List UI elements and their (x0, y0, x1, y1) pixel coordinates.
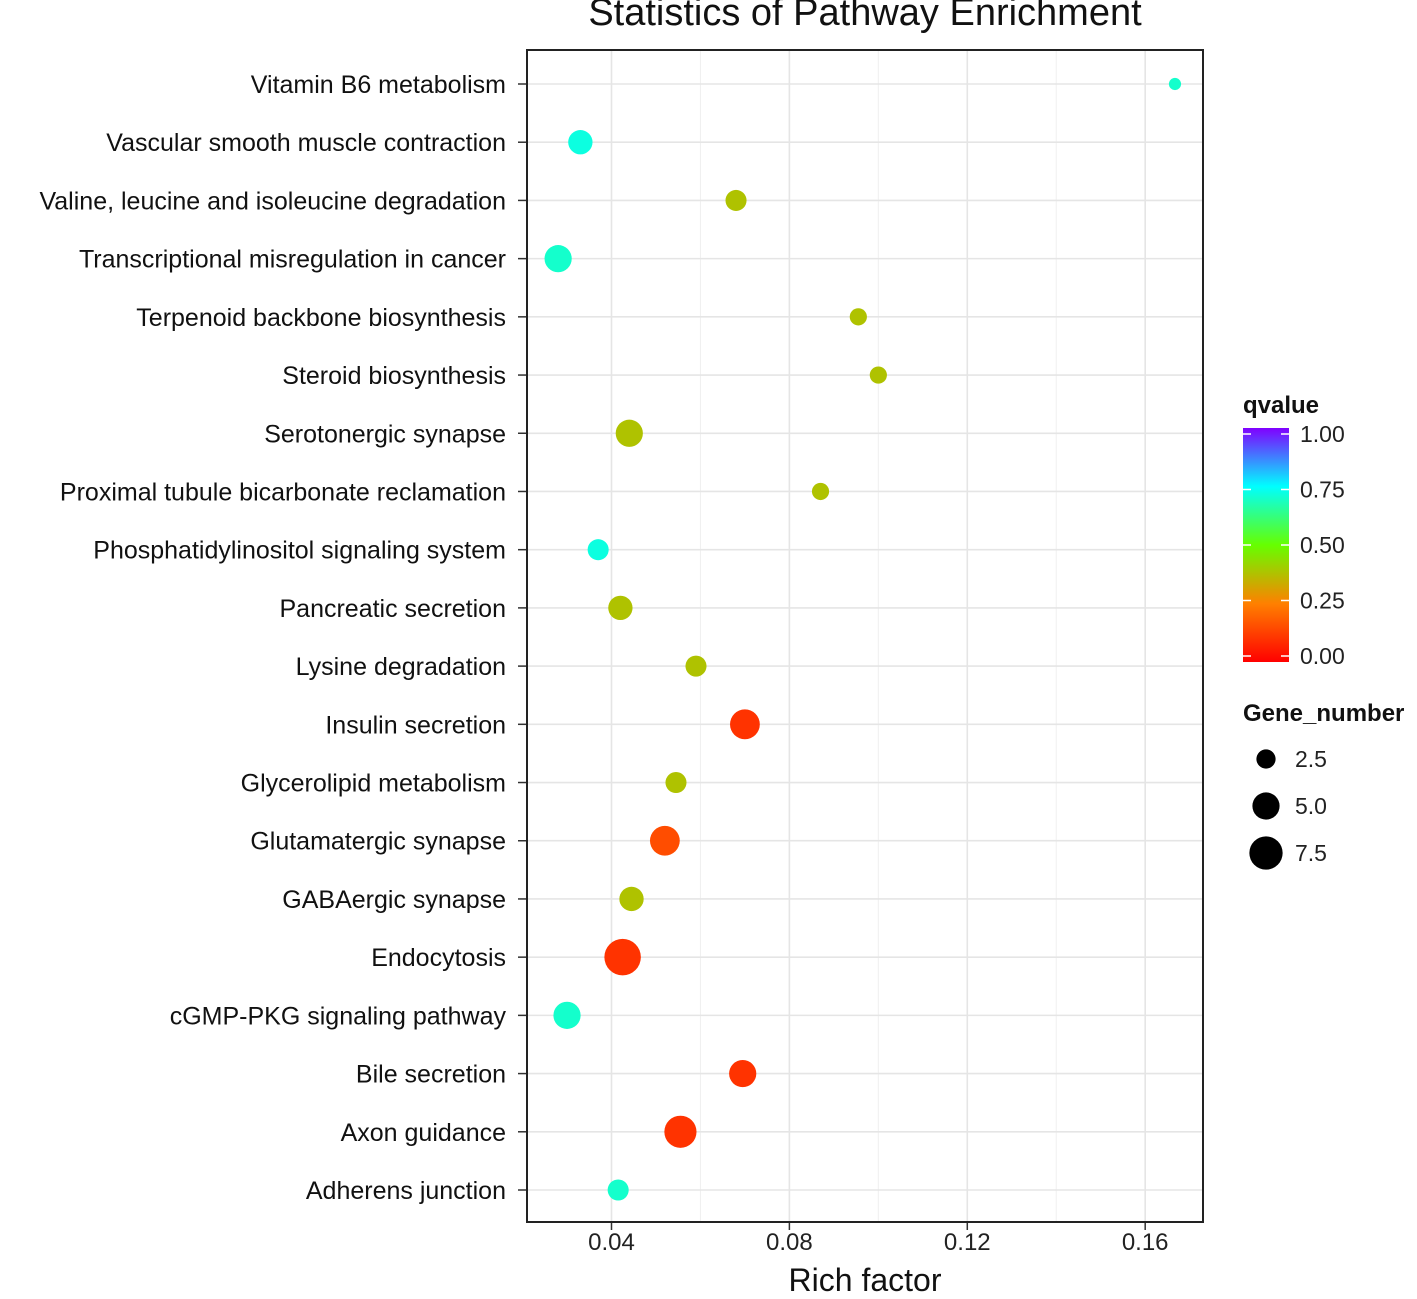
data-point (869, 366, 887, 384)
y-tick-label: Glycerolipid metabolism (241, 770, 506, 798)
x-axis-label: Rich factor (788, 1262, 942, 1298)
y-tick-label: Axon guidance (341, 1119, 506, 1147)
data-point (544, 245, 572, 273)
y-tick-label: Adherens junction (306, 1177, 506, 1205)
data-point (649, 825, 680, 856)
data-point (665, 771, 687, 794)
data-point (587, 539, 609, 561)
data-point (553, 1001, 581, 1029)
data-point (730, 709, 760, 740)
size-legend-title: Gene_number (1243, 700, 1405, 727)
size-legend-key (1256, 749, 1276, 769)
y-tick-label: cGMP-PKG signaling pathway (170, 1002, 507, 1030)
y-tick-label: Phosphatidylinositol signaling system (93, 537, 506, 565)
color-bar-label: 0.50 (1300, 532, 1345, 558)
y-tick-label: Lysine degradation (296, 653, 506, 681)
size-legend-key (1249, 836, 1283, 870)
data-point (725, 189, 747, 211)
data-point (608, 595, 633, 621)
size-legend-label: 2.5 (1295, 746, 1327, 772)
plot-border (526, 49, 1204, 1223)
size-legend-label: 5.0 (1295, 793, 1327, 819)
size-legend-label: 7.5 (1295, 840, 1327, 866)
data-point (849, 308, 867, 326)
y-tick-label: Vitamin B6 metabolism (251, 71, 506, 99)
plot-background (527, 50, 1203, 1222)
data-point (1168, 77, 1182, 91)
color-bar-label: 1.00 (1300, 421, 1345, 447)
data-point (664, 1115, 697, 1148)
color-bar-label: 0.75 (1300, 477, 1345, 503)
y-tick-label: Pancreatic secretion (279, 595, 506, 623)
y-tick-label: Vascular smooth muscle contraction (106, 129, 506, 157)
data-point (615, 419, 643, 447)
x-tick-label: 0.12 (944, 1229, 991, 1256)
y-tick-label: Steroid biosynthesis (282, 362, 506, 390)
data-point (607, 1179, 629, 1201)
data-point (604, 938, 641, 976)
y-tick-label: Endocytosis (371, 944, 506, 972)
data-point (729, 1059, 757, 1088)
x-tick-label: 0.16 (1122, 1229, 1169, 1256)
x-tick-label: 0.04 (588, 1229, 635, 1256)
chart-title: Statistics of Pathway Enrichment (588, 0, 1142, 34)
color-bar-label: 0.25 (1300, 588, 1345, 614)
color-legend-title: qvalue (1243, 392, 1320, 419)
data-point (685, 655, 707, 677)
y-tick-label: Glutamatergic synapse (250, 828, 506, 856)
data-point (811, 482, 830, 501)
x-tick-label: 0.08 (766, 1229, 813, 1256)
color-bar-label: 0.00 (1300, 643, 1345, 669)
y-tick-label: Valine, leucine and isoleucine degradati… (39, 187, 506, 215)
y-tick-label: Terpenoid backbone biosynthesis (136, 304, 506, 332)
y-tick-label: Proximal tubule bicarbonate reclamation (60, 478, 506, 506)
data-point (619, 886, 644, 912)
y-tick-label: Bile secretion (356, 1061, 506, 1089)
y-tick-label: Insulin secretion (325, 711, 506, 739)
size-legend-key (1252, 792, 1280, 820)
y-tick-label: Transcriptional misregulation in cancer (79, 246, 506, 274)
y-tick-label: Serotonergic synapse (264, 420, 506, 448)
y-tick-label: GABAergic synapse (282, 886, 506, 914)
data-point (568, 130, 593, 155)
